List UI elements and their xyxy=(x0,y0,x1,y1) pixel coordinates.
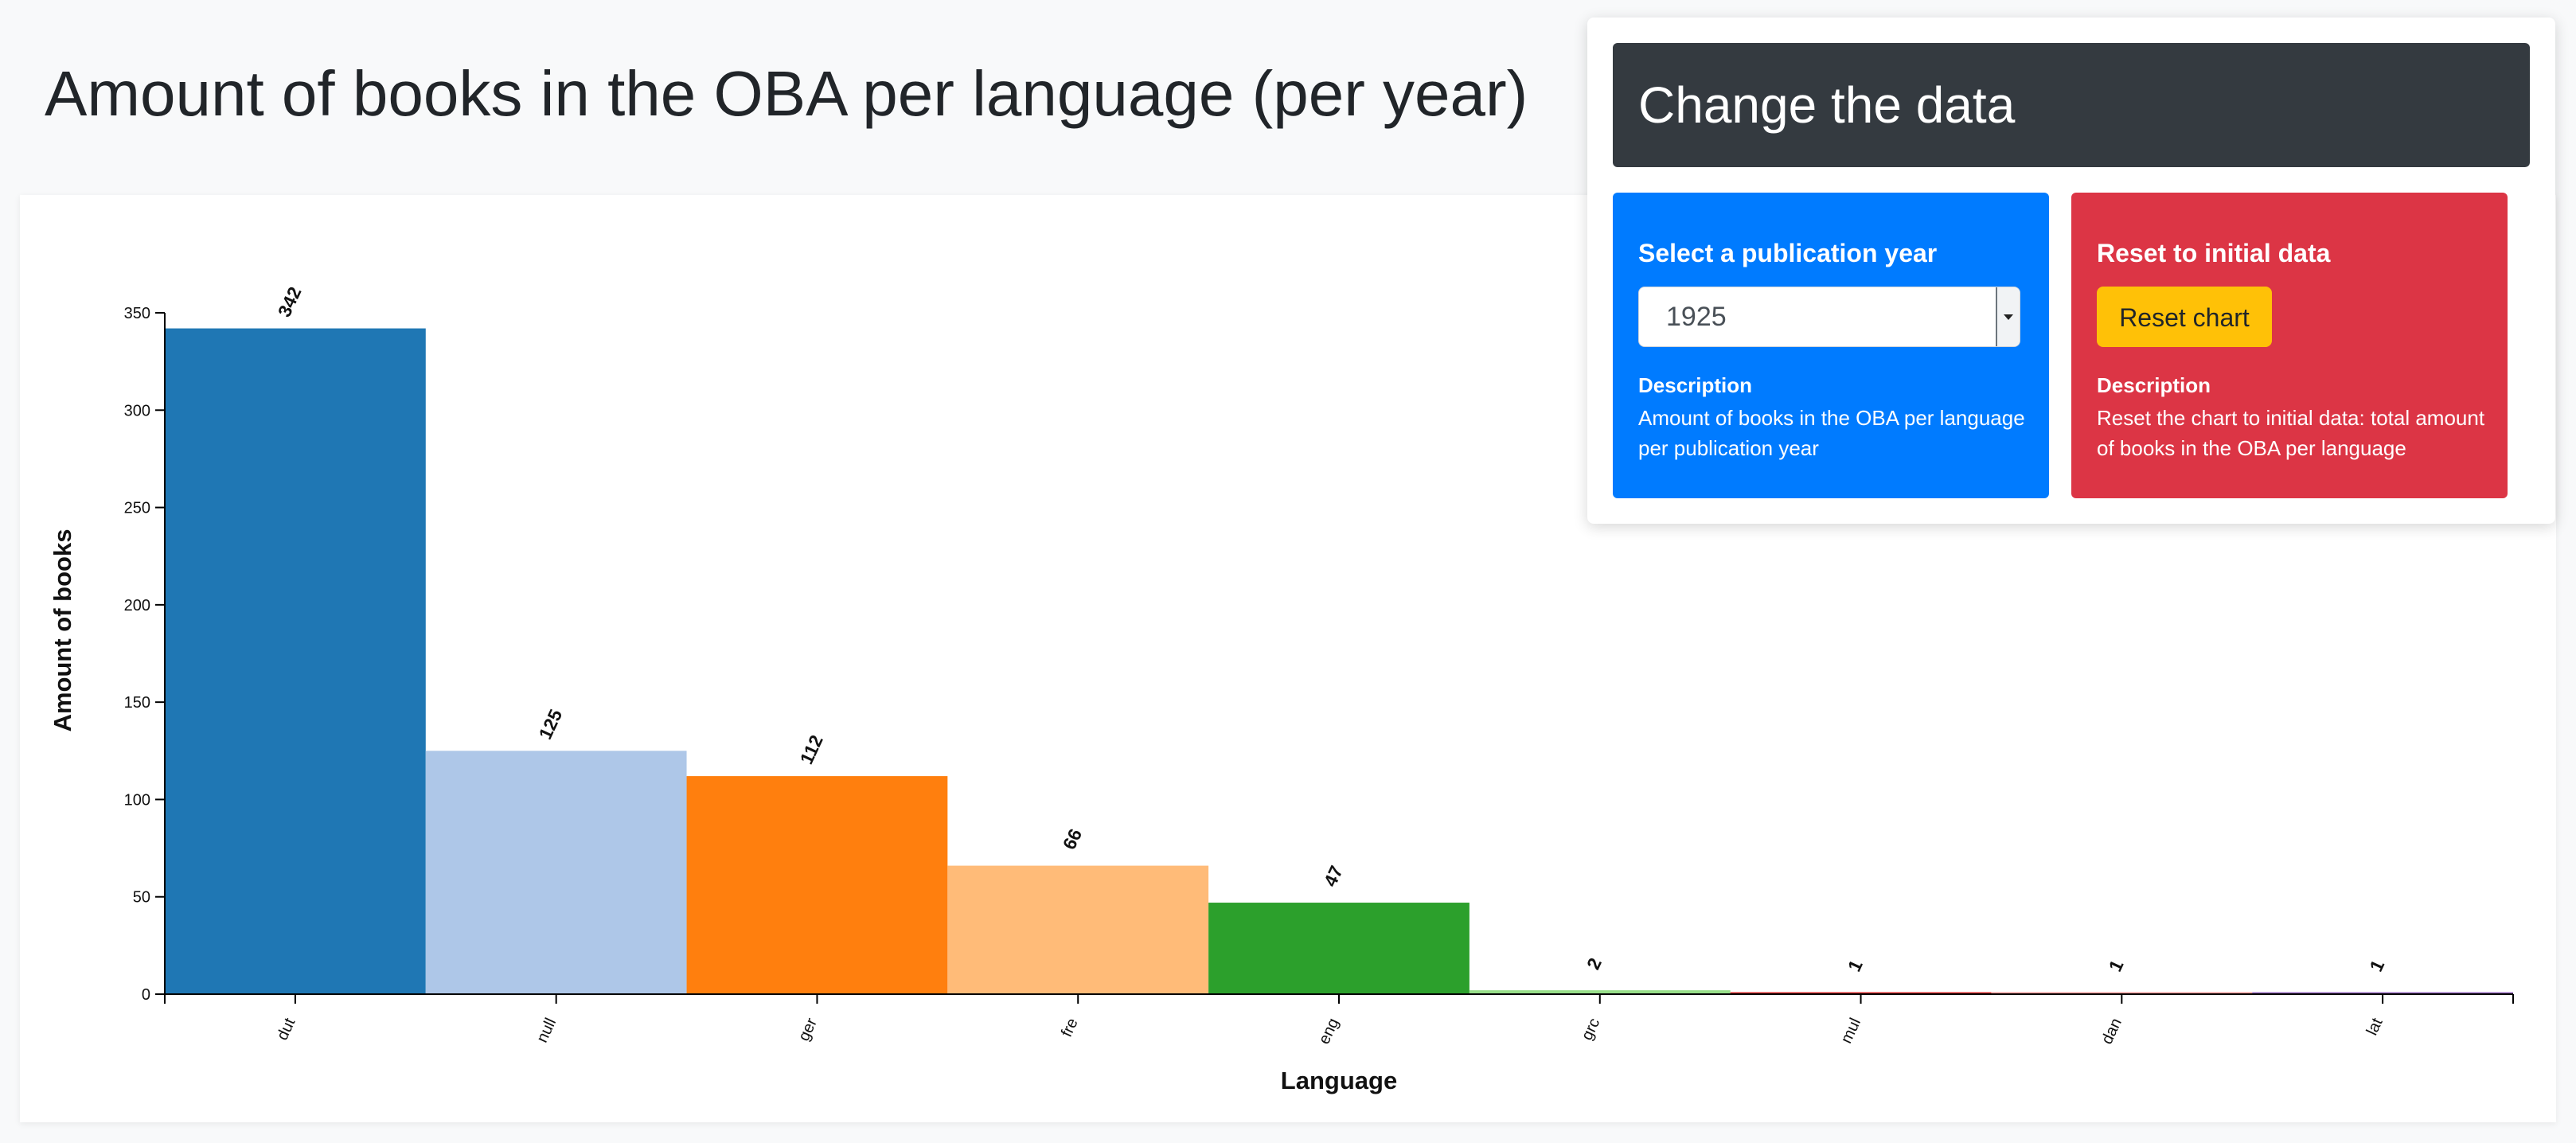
selected-year-value: 1925 xyxy=(1666,302,1727,332)
y-tick-label-250: 250 xyxy=(124,500,150,517)
y-tick-label-50: 50 xyxy=(133,889,150,907)
value-label-eng: 47 xyxy=(1320,863,1347,890)
bar-lat xyxy=(2252,992,2513,994)
bar-ger xyxy=(686,776,948,994)
reset-description-title: Description xyxy=(2097,373,2211,397)
dropdown-arrow-icon[interactable] xyxy=(1996,287,2020,346)
x-axis-title: Language xyxy=(1281,1067,1397,1094)
year-description-text: Amount of books in the OBA per language … xyxy=(1638,406,2025,460)
x-tick-label-dut: dut xyxy=(274,1015,299,1043)
reset-description-text: Reset the chart to initial data: total a… xyxy=(2097,406,2485,460)
value-label-ger: 112 xyxy=(796,731,827,767)
x-tick-label-lat: lat xyxy=(2363,1015,2387,1038)
value-label-fre: 66 xyxy=(1059,825,1086,852)
bar-dan xyxy=(1991,992,2253,994)
bar-null xyxy=(425,751,687,994)
y-tick-label-350: 350 xyxy=(124,305,150,322)
bar-mul xyxy=(1730,992,1992,994)
value-label-mul: 1 xyxy=(1844,957,1867,975)
x-tick-label-null: null xyxy=(533,1016,560,1046)
y-tick-label-100: 100 xyxy=(124,791,150,809)
bar-dut xyxy=(165,328,426,994)
control-panel: Change the data Select a publication yea… xyxy=(1587,18,2555,524)
value-label-dut: 342 xyxy=(274,283,306,320)
reset-data-title: Reset to initial data xyxy=(2097,239,2331,267)
x-tick-label-eng: eng xyxy=(1315,1016,1342,1047)
x-tick-label-dan: dan xyxy=(2098,1016,2125,1047)
bar-chart: 342 dut 125 null 112 ger 66 fre 47 eng 2 grc 1 mul 1 da… xyxy=(49,283,2514,1094)
publication-year-select[interactable]: 1925 xyxy=(1638,287,2020,347)
value-label-null: 125 xyxy=(535,706,567,743)
panel-heading: Change the data xyxy=(1638,76,2016,134)
publication-year-box: Select a publication year 1925 Descripti… xyxy=(1613,193,2049,498)
value-label-lat: 1 xyxy=(2365,957,2388,975)
bar-eng xyxy=(1208,903,1469,994)
x-tick-label-fre: fre xyxy=(1058,1016,1082,1040)
x-tick-label-ger: ger xyxy=(795,1016,821,1044)
y-tick-label-0: 0 xyxy=(142,986,150,1004)
year-description-title: Description xyxy=(1638,373,1753,397)
publication-year-title: Select a publication year xyxy=(1638,239,1938,267)
x-tick-label-grc: grc xyxy=(1579,1016,1604,1043)
y-tick-label-300: 300 xyxy=(124,402,150,419)
reset-chart-button[interactable]: Reset chart xyxy=(2097,287,2272,347)
reset-data-box: Reset to initial data Reset chart Descri… xyxy=(2071,193,2508,498)
y-axis-title: Amount of books xyxy=(49,529,76,732)
bar-fre xyxy=(947,865,1209,994)
value-label-dan: 1 xyxy=(2105,957,2128,975)
bar-grc xyxy=(1469,990,1731,994)
y-tick-label-200: 200 xyxy=(124,597,150,614)
value-label-grc: 2 xyxy=(1583,954,1606,973)
page-title: Amount of books in the OBA per language … xyxy=(45,58,1528,129)
y-tick-label-150: 150 xyxy=(124,694,150,712)
x-tick-label-mul: mul xyxy=(1838,1016,1865,1047)
panel-header: Change the data xyxy=(1613,43,2530,167)
